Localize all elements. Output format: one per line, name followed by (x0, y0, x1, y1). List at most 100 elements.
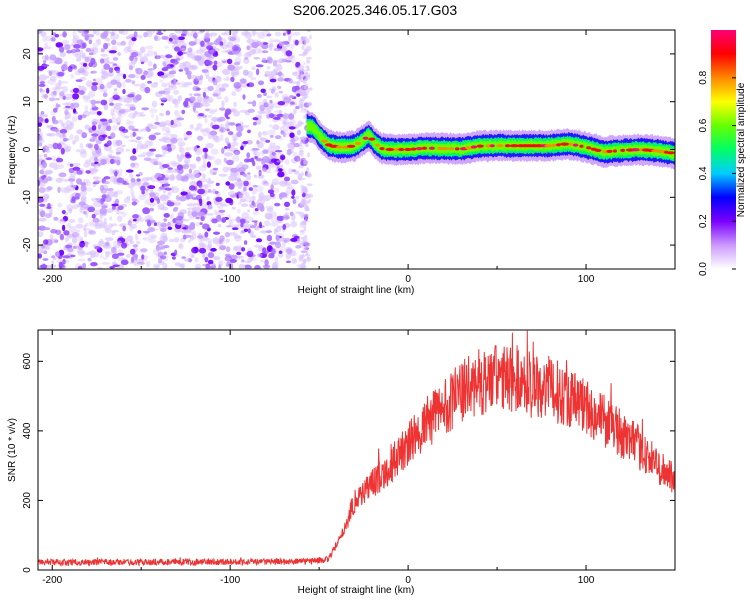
noise-blob (44, 169, 54, 175)
noise-blob (53, 167, 58, 171)
noise-blob (170, 137, 178, 144)
colorbar-ramp (711, 30, 736, 269)
noise-blob (120, 259, 129, 266)
noise-blob (100, 187, 108, 194)
noise-blob (212, 64, 218, 71)
noise-blob (57, 202, 63, 208)
noise-blob (55, 177, 63, 183)
noise-blob (269, 99, 273, 104)
noise-blob (84, 56, 90, 63)
spectrogram-y-tick-label: -20 (22, 237, 33, 252)
noise-blob (50, 229, 58, 234)
noise-blob (46, 176, 52, 182)
noise-blob (85, 80, 94, 88)
noise-blob (255, 185, 264, 193)
noise-blob (241, 212, 249, 219)
noise-blob (62, 178, 69, 182)
noise-blob (162, 137, 171, 144)
noise-blob (212, 93, 219, 97)
noise-blob (101, 121, 109, 126)
noise-blob (133, 31, 138, 38)
noise-blob (54, 33, 59, 38)
noise-blob (73, 170, 78, 174)
noise-blob (63, 138, 70, 141)
noise-blob (185, 234, 192, 238)
noise-blob (215, 196, 223, 202)
noise-blob (228, 219, 233, 227)
noise-blob (221, 83, 230, 88)
noise-blob (223, 157, 227, 163)
noise-blob (289, 95, 294, 98)
noise-blob (177, 51, 184, 56)
noise-blob (142, 207, 151, 215)
noise-blob (120, 40, 126, 46)
noise-blob (117, 52, 121, 56)
noise-blob (247, 108, 256, 113)
snr-series-line (38, 330, 675, 567)
noise-blob (74, 192, 81, 199)
noise-blob-edge (304, 36, 308, 39)
noise-blob (251, 31, 259, 35)
noise-blob (168, 37, 173, 42)
noise-blob-edge (309, 102, 312, 106)
noise-blob (87, 143, 93, 149)
noise-blob (163, 201, 168, 205)
noise-blob (246, 140, 253, 145)
signal-peak (568, 142, 574, 146)
noise-blob-edge (306, 183, 313, 187)
noise-blob (204, 127, 211, 133)
noise-blob (262, 195, 271, 202)
noise-blob (126, 254, 131, 258)
noise-blob (227, 143, 231, 149)
noise-blob (162, 262, 168, 269)
noise-blob (170, 186, 180, 194)
noise-blob (161, 153, 166, 158)
noise-blob (294, 195, 300, 200)
noise-blob (282, 30, 288, 34)
noise-blob (165, 110, 171, 116)
noise-blob (39, 81, 46, 85)
noise-blob (44, 246, 51, 251)
noise-blob (220, 134, 224, 142)
noise-blob (201, 129, 210, 137)
noise-blob (295, 245, 302, 249)
noise-blob (236, 88, 240, 92)
noise-blob (105, 208, 114, 214)
noise-blob (108, 223, 113, 229)
signal-peak (579, 144, 584, 148)
noise-blob-edge (298, 165, 304, 169)
noise-blob (268, 38, 275, 44)
noise-blob (88, 39, 93, 45)
noise-blob-edge (306, 167, 310, 173)
noise-blob (177, 95, 183, 102)
noise-blob (84, 252, 93, 256)
noise-blob (245, 174, 252, 181)
noise-blob (111, 112, 116, 120)
noise-blob (65, 244, 73, 249)
noise-blob (146, 30, 153, 38)
noise-blob (249, 230, 254, 238)
noise-blob (143, 70, 149, 76)
noise-blob (155, 154, 163, 158)
noise-blob (117, 252, 125, 256)
noise-blob (135, 67, 143, 75)
noise-blob (261, 131, 268, 136)
noise-blob (243, 240, 248, 245)
noise-blob (269, 142, 276, 148)
noise-blob (101, 74, 109, 79)
noise-blob (254, 226, 260, 231)
noise-blob-edge (299, 230, 305, 233)
noise-blob (129, 173, 134, 179)
noise-blob (49, 234, 54, 240)
noise-blob (71, 231, 80, 238)
noise-blob (38, 135, 43, 142)
noise-blob (228, 175, 237, 182)
noise-blob (160, 232, 168, 239)
noise-blob (61, 224, 66, 232)
noise-blob (85, 187, 94, 192)
noise-blob (189, 99, 194, 103)
noise-blob (202, 253, 206, 259)
noise-blob (290, 237, 298, 242)
noise-blob (178, 69, 183, 72)
noise-blob (92, 217, 100, 223)
